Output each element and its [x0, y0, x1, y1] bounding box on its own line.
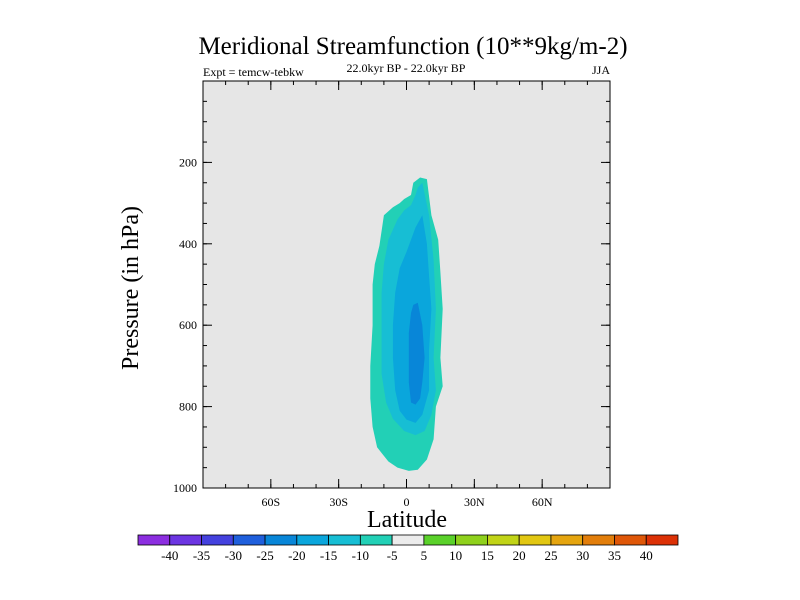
colorbar-label: 40 [640, 548, 653, 563]
subtitle-left: Expt = temcw-tebkw [203, 65, 304, 79]
colorbar-label: 10 [449, 548, 462, 563]
colorbar-label: 25 [544, 548, 557, 563]
subtitle-center: 22.0kyr BP - 22.0kyr BP [347, 61, 466, 75]
contour-fills [370, 177, 443, 471]
colorbar-box [359, 534, 393, 546]
colorbar-box [232, 534, 266, 546]
colorbar-box [550, 534, 584, 546]
contour-fill-3 [408, 302, 425, 405]
colorbar-box [296, 534, 329, 546]
colorbar-label: 5 [421, 548, 428, 563]
x-tick-label: 30N [464, 495, 485, 509]
colorbar-box [201, 534, 234, 546]
colorbar-box [645, 534, 679, 546]
colorbar-box [264, 534, 298, 546]
colorbar-label: -20 [288, 548, 305, 563]
axis-ticks: 60S 30S 0 30N 60N 200 400 600 800 1000 [173, 81, 610, 509]
colorbar-label: -30 [225, 548, 242, 563]
x-tick-label: 60S [261, 495, 280, 509]
colorbar: -40 -35 -30 -25 -20 -15 -10 -5 5 10 15 20 25 30 35 40 [137, 534, 679, 563]
colorbar-box [137, 534, 171, 546]
colorbar-label: 30 [576, 548, 589, 563]
colorbar-label: -40 [161, 548, 178, 563]
y-tick-label: 600 [179, 318, 197, 332]
colorbar-box [391, 534, 425, 546]
colorbar-box [169, 534, 202, 546]
x-tick-label: 0 [404, 495, 410, 509]
subtitle-right: JJA [592, 63, 610, 77]
colorbar-label: 20 [513, 548, 526, 563]
chart-title: Meridional Streamfunction (10**9kg/m-2) [198, 33, 627, 60]
colorbar-label: -25 [256, 548, 273, 563]
colorbar-box [487, 534, 520, 546]
x-axis-label: Latitude [367, 507, 447, 533]
colorbar-label: 35 [608, 548, 621, 563]
colorbar-label: -5 [387, 548, 398, 563]
colorbar-box [518, 534, 552, 546]
colorbar-box [455, 534, 488, 546]
colorbar-box [614, 534, 647, 546]
colorbar-label: -35 [193, 548, 210, 563]
y-tick-label: 1000 [173, 481, 197, 495]
y-tick-label: 200 [179, 155, 197, 169]
colorbar-label: 15 [481, 548, 494, 563]
y-tick-label: 800 [179, 400, 197, 414]
colorbar-box [582, 534, 615, 546]
colorbar-label: -10 [352, 548, 369, 563]
colorbar-box [328, 534, 361, 546]
colorbar-box [423, 534, 457, 546]
y-tick-label: 400 [179, 237, 197, 251]
x-tick-label: 60N [532, 495, 553, 509]
x-tick-label: 30S [329, 495, 348, 509]
y-axis-label: Pressure (in hPa) [118, 206, 144, 370]
colorbar-label: -15 [320, 548, 337, 563]
